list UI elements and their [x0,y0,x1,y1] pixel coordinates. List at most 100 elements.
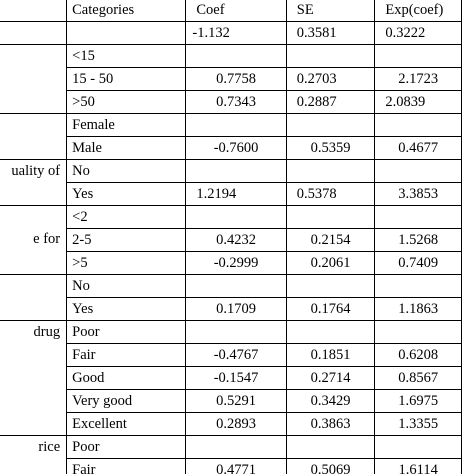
se-cell [285,44,376,68]
coef-cell: 0.4232 [185,228,287,252]
exp-cell [374,205,462,229]
category-cell: Fair [66,458,187,474]
categories-header: Categories [66,0,187,22]
coef-cell [185,435,287,459]
se-cell [285,435,376,459]
category-cell: Male [66,136,187,160]
category-cell: Excellent [66,412,187,436]
category-cell: Very good [66,389,187,413]
category-cell [66,21,187,45]
exp-cell [374,435,462,459]
se-cell: 0.2154 [285,228,376,252]
se-cell [285,320,376,344]
exp-cell: 0.3222 [374,21,462,45]
exp-cell [374,320,462,344]
se-cell: 0.1851 [285,343,376,367]
se-cell: 0.2061 [285,251,376,275]
exp-cell: 1.6975 [374,389,462,413]
category-cell: Good [66,366,187,390]
table-row: 2-5 0.4232 0.2154 1.5268 [0,228,462,252]
table-row: Male -0.7600 0.5359 0.4677 [0,136,462,160]
exp-cell: 3.3853 [374,182,462,206]
coef-cell: 0.7758 [185,67,287,91]
coef-cell: 0.2893 [185,412,287,436]
table-row: Female [0,113,462,160]
coef-cell [185,320,287,344]
table-row: Fair 0.4771 0.5069 1.6114 [0,458,462,474]
se-cell [285,274,376,298]
table-row: Yes 0.1709 0.1764 1.1863 [0,297,462,321]
se-cell: 0.2714 [285,366,376,390]
exp-cell: 1.5268 [374,228,462,252]
table-row: rice Poor [0,435,462,474]
coef-cell: -1.132 [185,21,287,45]
variable-label-price: rice [38,439,61,455]
table-row: Excellent 0.2893 0.3863 1.3355 [0,412,462,436]
exp-cell: 0.7409 [374,251,462,275]
se-cell: 0.2703 [285,67,376,91]
se-header: SE [285,0,376,22]
variable-label-drug: drug [33,324,61,340]
exp-cell: 1.3355 [374,412,462,436]
table-row: drug Poor [0,320,462,436]
se-cell: 0.3863 [285,412,376,436]
variable-cell [0,21,68,45]
variable-cell-sex [0,113,68,160]
coef-cell: 0.5291 [185,389,287,413]
coef-cell [185,274,287,298]
exp-cell [374,159,462,183]
coef-cell [185,44,287,68]
table-row: Very good 0.5291 0.3429 1.6975 [0,389,462,413]
table-row: Good -0.1547 0.2714 0.8567 [0,366,462,390]
category-cell: Fair [66,343,187,367]
category-cell: <2 [66,205,187,229]
exp-cell: 2.0839 [374,90,462,114]
exp-cell [374,44,462,68]
variable-cell-quality: uality of [0,159,68,206]
table-row: e for <2 [0,205,462,275]
exp-cell: 1.1863 [374,297,462,321]
coef-header: Coef [185,0,287,22]
variable-cell-age [0,44,68,114]
table-row: uality of No [0,159,462,206]
table-row: Yes 1.2194 0.5378 3.3853 [0,182,462,206]
exp-cell: 1.6114 [374,458,462,474]
category-cell: No [66,274,187,298]
exp-cell [374,274,462,298]
category-cell: Female [66,113,187,137]
table-row: <15 [0,44,462,114]
table-row: No [0,274,462,321]
table-row: Fair -0.4767 0.1851 0.6208 [0,343,462,367]
category-cell: 2-5 [66,228,187,252]
coef-cell: 1.2194 [185,182,287,206]
category-cell: No [66,159,187,183]
regression-table: Categories Coef SE Exp(coef) -1.132 0.35… [0,0,462,474]
category-cell: 15 - 50 [66,67,187,91]
variable-cell-binary [0,274,68,321]
variable-label-time: e for [33,231,61,247]
category-cell: Yes [66,182,187,206]
category-cell: Yes [66,297,187,321]
exp-cell: 0.6208 [374,343,462,367]
exp-cell: 0.8567 [374,366,462,390]
coef-cell: -0.7600 [185,136,287,160]
variable-cell-time: e for [0,205,68,275]
variable-label-quality: uality of [11,163,61,179]
table-row: -1.132 0.3581 0.3222 [0,21,462,45]
se-cell: 0.1764 [285,297,376,321]
coef-cell: -0.2999 [185,251,287,275]
coef-cell: 0.7343 [185,90,287,114]
variable-cell-drug: drug [0,320,68,436]
se-cell: 0.2887 [285,90,376,114]
exp-coef-header: Exp(coef) [374,0,462,22]
coef-cell [185,113,287,137]
se-cell: 0.3429 [285,389,376,413]
se-cell [285,159,376,183]
exp-cell [374,113,462,137]
exp-cell: 2.1723 [374,67,462,91]
category-cell: <15 [66,44,187,68]
coef-cell: 0.1709 [185,297,287,321]
coef-cell [185,159,287,183]
coef-cell: 0.4771 [185,458,287,474]
